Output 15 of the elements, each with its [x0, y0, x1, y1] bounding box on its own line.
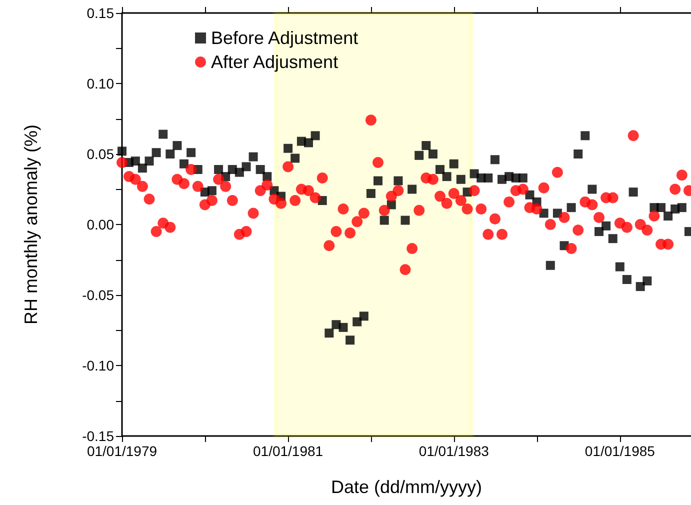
- y-tick-label: 0.05: [86, 146, 114, 162]
- legend-label: Before Adjustment: [211, 28, 358, 48]
- x-tick-label: 01/01/1981: [253, 443, 324, 459]
- x-axis-title: Date (dd/mm/yyyy): [330, 477, 482, 497]
- y-axis-title: RH monthly anomaly (%): [21, 124, 41, 325]
- y-tick-label: 0.15: [86, 5, 114, 21]
- y-tick-label: 0.00: [86, 216, 114, 232]
- x-tick-label: 01/01/1985: [584, 443, 656, 459]
- legend-label: After Adjusment: [211, 52, 338, 72]
- y-tick-label: 0.10: [86, 76, 114, 92]
- x-tick-label: 01/01/1983: [418, 443, 490, 459]
- y-tick-label: -0.05: [82, 287, 114, 303]
- y-tick-label: -0.15: [82, 428, 114, 444]
- y-tick-label: -0.10: [82, 358, 114, 374]
- x-tick-label: 01/01/1979: [86, 443, 158, 459]
